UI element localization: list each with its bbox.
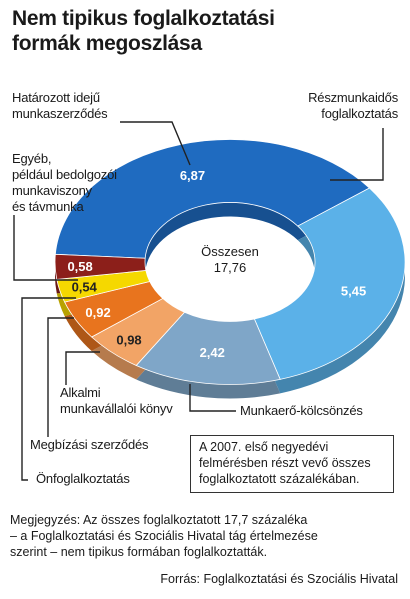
center-label-total: 17,76: [214, 260, 247, 275]
leader-alkalmi: [65, 351, 100, 385]
value-label-alkalmi: 0,98: [116, 333, 141, 348]
label-munkaero: Munkaerő-kölcsönzés: [240, 403, 363, 418]
slice-reszmunkaidos: [253, 187, 406, 380]
label-onfoglalkoztatas: Önfoglalkoztatás: [36, 471, 130, 486]
slice-egyeb: [54, 253, 147, 280]
value-label-munkaero: 2,42: [200, 345, 225, 360]
value-label-egyeb: 0,58: [67, 259, 92, 274]
value-label-megbizasi: 0,92: [85, 305, 110, 320]
leader-megbizasi: [47, 317, 74, 437]
label-hatarozott: Határozott idejű munkaszerződés: [12, 90, 108, 121]
slice-hatarozott: [54, 139, 371, 259]
leader-hatarozott: [120, 121, 191, 166]
title-line-1: Nem tipikus foglalkoztatási: [12, 7, 275, 30]
note-box: A 2007. első negyedévi felmérésben részt…: [190, 435, 394, 493]
value-label-reszmunkaidos: 5,45: [341, 283, 366, 298]
leader-egyeb: [13, 215, 78, 281]
label-reszmunkaidos: Részmunkaidős foglalkoztatás: [308, 90, 398, 121]
center-label-title: Összesen: [201, 244, 259, 259]
footnote: Megjegyzés: Az összes foglalkoztatott 17…: [10, 513, 318, 559]
label-egyeb: Egyéb, például bedolgozói munkaviszony é…: [12, 151, 117, 214]
leader-munkaero: [189, 384, 236, 412]
title-line-2: formák megoszlása: [12, 32, 202, 55]
value-label-onfoglalkoztatas: 0,54: [72, 280, 98, 295]
leader-reszmunkaidos: [330, 128, 384, 181]
label-alkalmi: Alkalmi munkavállalói könyv: [60, 385, 173, 416]
chart-title: Nem tipikus foglalkoztatási formák megos…: [12, 6, 402, 56]
source-note: Forrás: Foglalkoztatási és Szociális Hiv…: [160, 572, 398, 586]
leader-onfoglalkoztatas: [21, 297, 76, 481]
label-megbizasi: Megbízási szerződés: [30, 437, 149, 452]
value-label-hatarozott: 6,87: [180, 168, 205, 183]
